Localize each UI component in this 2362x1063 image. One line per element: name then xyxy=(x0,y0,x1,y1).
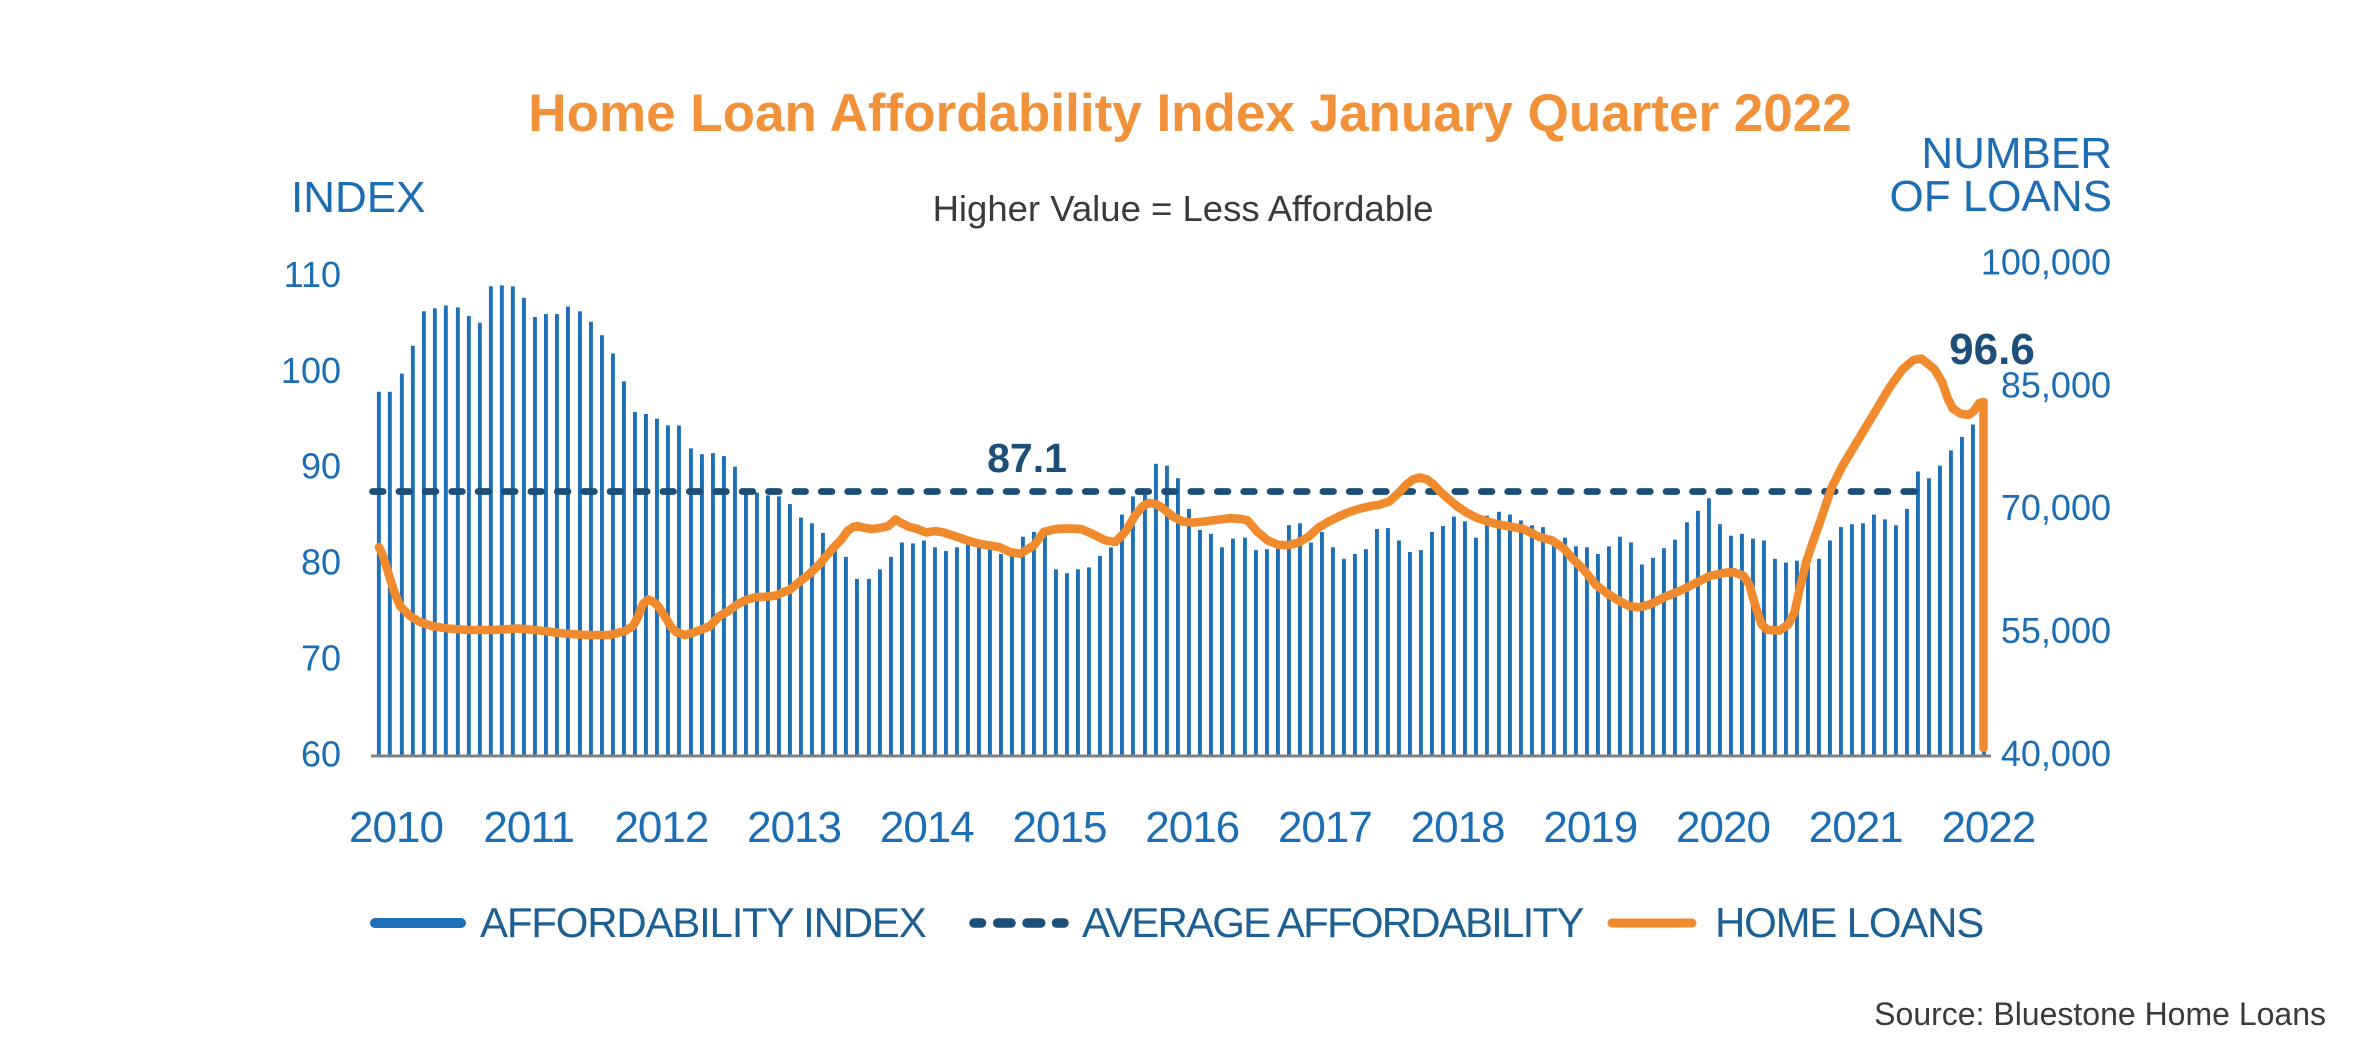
svg-text:100: 100 xyxy=(281,350,341,391)
svg-text:2018: 2018 xyxy=(1411,803,1505,852)
svg-text:2017: 2017 xyxy=(1278,803,1372,852)
svg-text:HOME LOANS: HOME LOANS xyxy=(1715,899,1983,946)
svg-text:2014: 2014 xyxy=(880,803,974,852)
svg-text:2015: 2015 xyxy=(1013,803,1107,852)
svg-text:96.6: 96.6 xyxy=(1949,325,2035,374)
svg-text:2012: 2012 xyxy=(614,803,708,852)
svg-text:NUMBER: NUMBER xyxy=(1921,129,2112,178)
svg-text:2013: 2013 xyxy=(747,803,841,852)
svg-text:Higher Value = Less Affordable: Higher Value = Less Affordable xyxy=(933,188,1434,229)
svg-text:70: 70 xyxy=(301,638,341,679)
svg-text:60: 60 xyxy=(301,734,341,775)
svg-text:OF LOANS: OF LOANS xyxy=(1890,172,2113,221)
svg-text:Home Loan Affordability Index: Home Loan Affordability Index January Qu… xyxy=(528,84,1851,143)
svg-text:INDEX: INDEX xyxy=(291,173,425,222)
svg-text:2020: 2020 xyxy=(1676,803,1770,852)
svg-text:2022: 2022 xyxy=(1941,803,2035,852)
svg-text:70,000: 70,000 xyxy=(2001,487,2111,528)
svg-text:87.1: 87.1 xyxy=(987,435,1067,481)
svg-text:55,000: 55,000 xyxy=(2001,610,2111,651)
svg-text:40,000: 40,000 xyxy=(2001,733,2111,774)
svg-text:AFFORDABILITY INDEX: AFFORDABILITY INDEX xyxy=(480,899,927,946)
svg-text:2021: 2021 xyxy=(1809,803,1903,852)
svg-text:AVERAGE AFFORDABILITY: AVERAGE AFFORDABILITY xyxy=(1082,899,1584,946)
svg-text:Source: Bluestone Home Loans: Source: Bluestone Home Loans xyxy=(1874,996,2326,1032)
svg-text:80: 80 xyxy=(301,542,341,583)
svg-text:2011: 2011 xyxy=(483,803,574,852)
svg-text:2019: 2019 xyxy=(1543,803,1637,852)
svg-text:2016: 2016 xyxy=(1145,803,1239,852)
svg-text:85,000: 85,000 xyxy=(2001,364,2111,405)
svg-text:100,000: 100,000 xyxy=(1981,241,2111,282)
svg-text:90: 90 xyxy=(301,446,341,487)
svg-text:110: 110 xyxy=(284,254,341,295)
svg-text:2010: 2010 xyxy=(349,803,443,852)
